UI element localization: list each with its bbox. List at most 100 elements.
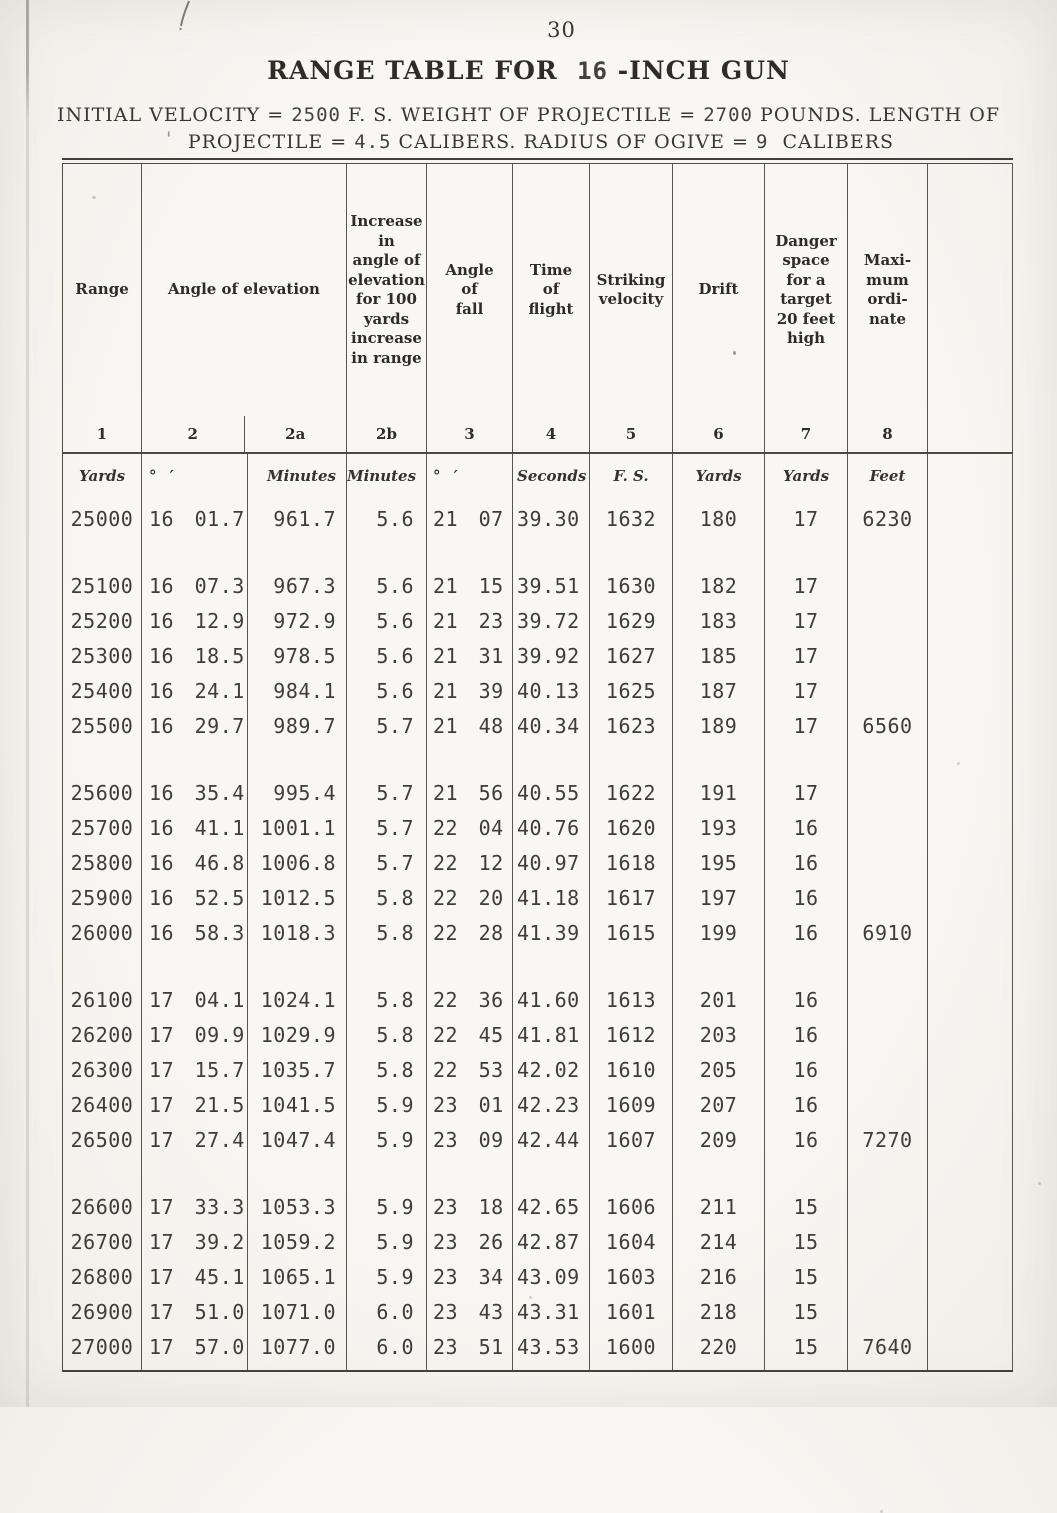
table-cell: 5.8 bbox=[346, 915, 427, 950]
unit-cell: Seconds bbox=[512, 453, 590, 498]
table-cell: 218 bbox=[672, 1294, 765, 1329]
table-cell: 17 09.9 bbox=[141, 1017, 248, 1052]
table-cell bbox=[927, 1052, 1013, 1087]
column-header-increase-in-angle-of-elevation: Increase in angle of elevation for 100 y… bbox=[346, 163, 427, 454]
table-cell: 26500 bbox=[62, 1122, 142, 1157]
table-cell bbox=[927, 1224, 1013, 1259]
spacer-row bbox=[62, 540, 1013, 568]
table-cell: 5.7 bbox=[346, 845, 427, 880]
spacer-cell bbox=[512, 743, 590, 775]
pen-stroke-mark bbox=[179, 0, 190, 31]
table-cell: 967.3 bbox=[247, 568, 347, 603]
table-cell: 7640 bbox=[847, 1329, 928, 1364]
table-cell: 25800 bbox=[62, 845, 142, 880]
table-row: 26500 17 27.4 1047.4 5.9 23 09 42.44 1607 209 16… bbox=[62, 1122, 1013, 1157]
spacer-cell bbox=[927, 1157, 1013, 1189]
spec-line-2: ' PROJECTILE = 4.5 CALIBERS. RADIUS OF O… bbox=[0, 128, 1057, 153]
table-cell: 5.6 bbox=[346, 603, 427, 638]
spacer-cell bbox=[141, 540, 248, 568]
table-cell: 1077.0 bbox=[247, 1329, 347, 1364]
column-number: 2a bbox=[243, 416, 347, 452]
table-cell: 25400 bbox=[62, 673, 142, 708]
table-cell: 41.18 bbox=[512, 880, 590, 915]
table-cell: 16 35.4 bbox=[141, 775, 248, 810]
table-row: 25900 16 52.5 1012.5 5.8 22 20 41.18 1617 197 16 bbox=[62, 880, 1013, 915]
table-cell: 1035.7 bbox=[247, 1052, 347, 1087]
table-cell: 17 bbox=[764, 708, 848, 743]
table-cell: 216 bbox=[672, 1259, 765, 1294]
table-cell: 22 45 bbox=[426, 1017, 513, 1052]
table-cell: 1612 bbox=[589, 1017, 673, 1052]
table-cell bbox=[847, 845, 928, 880]
table-cell: 22 12 bbox=[426, 845, 513, 880]
table-cell: 214 bbox=[672, 1224, 765, 1259]
table-cell: 25300 bbox=[62, 638, 142, 673]
column-header-label: Drift bbox=[698, 280, 739, 299]
table-cell: 26300 bbox=[62, 1052, 142, 1087]
table-cell: 1041.5 bbox=[247, 1087, 347, 1122]
table-cell: 5.7 bbox=[346, 708, 427, 743]
table-row: 25100 16 07.3 967.3 5.6 21 15 39.51 1630 182 17 bbox=[62, 568, 1013, 603]
table-cell: 17 bbox=[764, 568, 848, 603]
spacer-cell bbox=[141, 743, 248, 775]
table-cell: 21 23 bbox=[426, 603, 513, 638]
spacer-cell bbox=[764, 1157, 848, 1189]
table-cell: 40.97 bbox=[512, 845, 590, 880]
table-row: 25000 16 01.7 961.7 5.6 21 07 39.30 1632 180 17 6… bbox=[62, 498, 1013, 540]
unit-cell: Yards bbox=[672, 453, 765, 498]
table-cell: 5.6 bbox=[346, 568, 427, 603]
table-cell bbox=[847, 568, 928, 603]
table-cell: 16 12.9 bbox=[141, 603, 248, 638]
text-part: ' bbox=[162, 128, 188, 150]
table-cell: 15 bbox=[764, 1224, 848, 1259]
spacer-cell bbox=[346, 1157, 427, 1189]
table-cell: 21 39 bbox=[426, 673, 513, 708]
table-cell: 40.55 bbox=[512, 775, 590, 810]
table-row: 25800 16 46.8 1006.8 5.7 22 12 40.97 1618 195 16 bbox=[62, 845, 1013, 880]
table-cell: 22 36 bbox=[426, 982, 513, 1017]
table-cell: 23 01 bbox=[426, 1087, 513, 1122]
table-cell: 22 28 bbox=[426, 915, 513, 950]
table-cell: 182 bbox=[672, 568, 765, 603]
table-cell: 26600 bbox=[62, 1189, 142, 1224]
table-cell bbox=[847, 1294, 928, 1329]
spacer-row bbox=[62, 1157, 1013, 1189]
table-cell bbox=[927, 845, 1013, 880]
unit-cell: Minutes bbox=[247, 453, 347, 498]
unit-cell: Minutes bbox=[346, 453, 427, 498]
table-cell: 40.13 bbox=[512, 673, 590, 708]
table-cell: 6910 bbox=[847, 915, 928, 950]
spacer-cell bbox=[346, 540, 427, 568]
table-cell: 5.9 bbox=[346, 1259, 427, 1294]
spacer-cell bbox=[512, 1364, 590, 1371]
table-cell: 40.34 bbox=[512, 708, 590, 743]
table-cell bbox=[847, 1224, 928, 1259]
spacer-cell bbox=[512, 950, 590, 982]
table-cell: 195 bbox=[672, 845, 765, 880]
table-cell bbox=[847, 1017, 928, 1052]
spacer-cell bbox=[672, 950, 765, 982]
table-cell: 5.7 bbox=[346, 775, 427, 810]
column-header-time-of-flight: Time of flight 4 bbox=[512, 163, 590, 454]
table-cell: 1029.9 bbox=[247, 1017, 347, 1052]
unit-cell: Yards bbox=[764, 453, 848, 498]
table-cell: 6230 bbox=[847, 498, 928, 540]
spacer-cell bbox=[62, 1364, 142, 1371]
table-cell: 1059.2 bbox=[247, 1224, 347, 1259]
table-cell: 21 07 bbox=[426, 498, 513, 540]
table-cell: 22 20 bbox=[426, 880, 513, 915]
table-cell: 1610 bbox=[589, 1052, 673, 1087]
spacer-cell bbox=[589, 1364, 673, 1371]
table-cell: 1617 bbox=[589, 880, 673, 915]
table-cell: 39.51 bbox=[512, 568, 590, 603]
table-cell: 23 51 bbox=[426, 1329, 513, 1364]
table-cell: 961.7 bbox=[247, 498, 347, 540]
spacer-cell bbox=[141, 1364, 248, 1371]
table-cell bbox=[847, 775, 928, 810]
table-cell bbox=[847, 880, 928, 915]
spacer-cell bbox=[589, 1157, 673, 1189]
table-cell bbox=[927, 1087, 1013, 1122]
table-row: 26700 17 39.2 1059.2 5.9 23 26 42.87 1604 214 15 bbox=[62, 1224, 1013, 1259]
table-cell: 1622 bbox=[589, 775, 673, 810]
table-cell: 1065.1 bbox=[247, 1259, 347, 1294]
